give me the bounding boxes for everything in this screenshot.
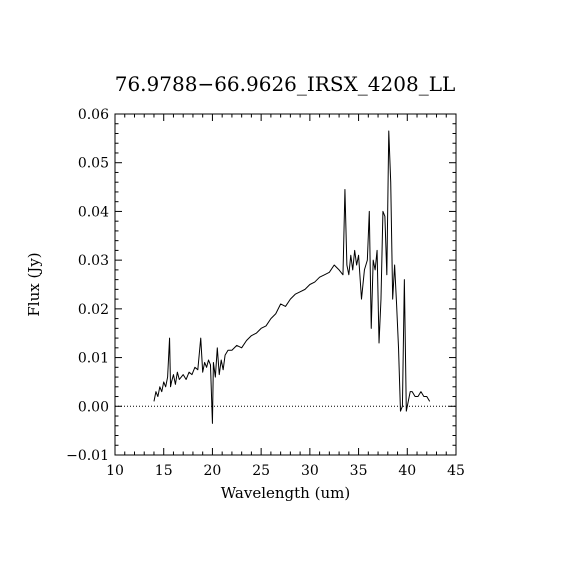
x-tick-label: 45 (447, 463, 465, 479)
x-tick-label: 30 (301, 463, 319, 479)
x-tick-label: 40 (398, 463, 416, 479)
x-tick-label: 10 (106, 463, 124, 479)
y-tick-label: 0.03 (78, 253, 109, 269)
y-axis-label: Flux (Jy) (25, 252, 43, 316)
x-tick-label: 20 (204, 463, 222, 479)
x-tick-label: 15 (155, 463, 173, 479)
chart-title: 76.9788−66.9626_IRSX_4208_LL (115, 72, 456, 96)
y-tick-label: 0.04 (78, 204, 109, 220)
y-tick-label: 0.00 (78, 399, 109, 415)
y-tick-label: 0.05 (78, 156, 109, 172)
y-tick-label: 0.02 (78, 302, 109, 318)
plot-frame (114, 113, 457, 456)
x-tick-label: 25 (252, 463, 270, 479)
x-axis-label: Wavelength (um) (221, 484, 350, 502)
x-tick-label: 35 (350, 463, 368, 479)
y-tick-label: 0.06 (78, 107, 109, 123)
spectrum-series-line (153, 130, 431, 424)
y-tick-label: −0.01 (66, 448, 109, 464)
y-tick-label: 0.01 (78, 351, 109, 367)
